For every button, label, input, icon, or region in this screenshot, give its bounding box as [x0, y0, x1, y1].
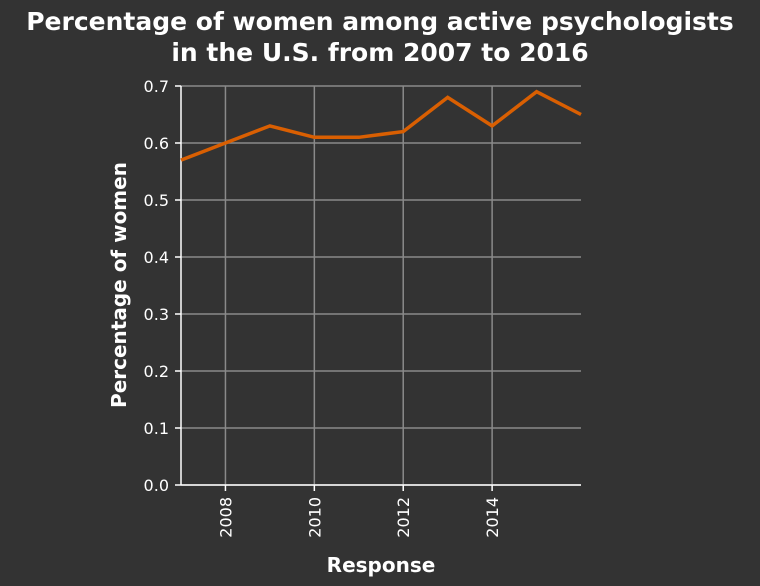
y-tick-label: 0.0	[144, 476, 169, 495]
x-tick-label: 2014	[483, 497, 502, 538]
series-line	[180, 89, 582, 162]
x-tick-label: 2012	[394, 497, 413, 538]
chart-title-line-1: Percentage of women among active psychol…	[26, 7, 734, 36]
axes	[180, 86, 581, 486]
y-tick-label: 0.3	[144, 305, 169, 324]
x-tick-label: 2010	[305, 497, 324, 538]
y-tick-label: 0.7	[144, 77, 169, 96]
x-axis-label: Response	[327, 553, 436, 577]
x-axis-ticks: 2008 2010 2012 2014	[216, 485, 502, 538]
x-tick-label: 2008	[216, 497, 235, 538]
y-tick-label: 0.4	[144, 248, 169, 267]
y-tick-label: 0.5	[144, 191, 169, 210]
y-tick-label: 0.6	[144, 134, 169, 153]
chart-title-line-2: in the U.S. from 2007 to 2016	[171, 38, 588, 67]
y-tick-label: 0.2	[144, 362, 169, 381]
grid-lines	[181, 85, 581, 486]
y-tick-label: 0.1	[144, 419, 169, 438]
y-axis-label: Percentage of women	[107, 162, 131, 408]
y-axis-ticks: 0.0 0.1 0.2 0.3 0.4 0.5 0.6 0.7	[144, 77, 181, 495]
series	[180, 89, 582, 162]
